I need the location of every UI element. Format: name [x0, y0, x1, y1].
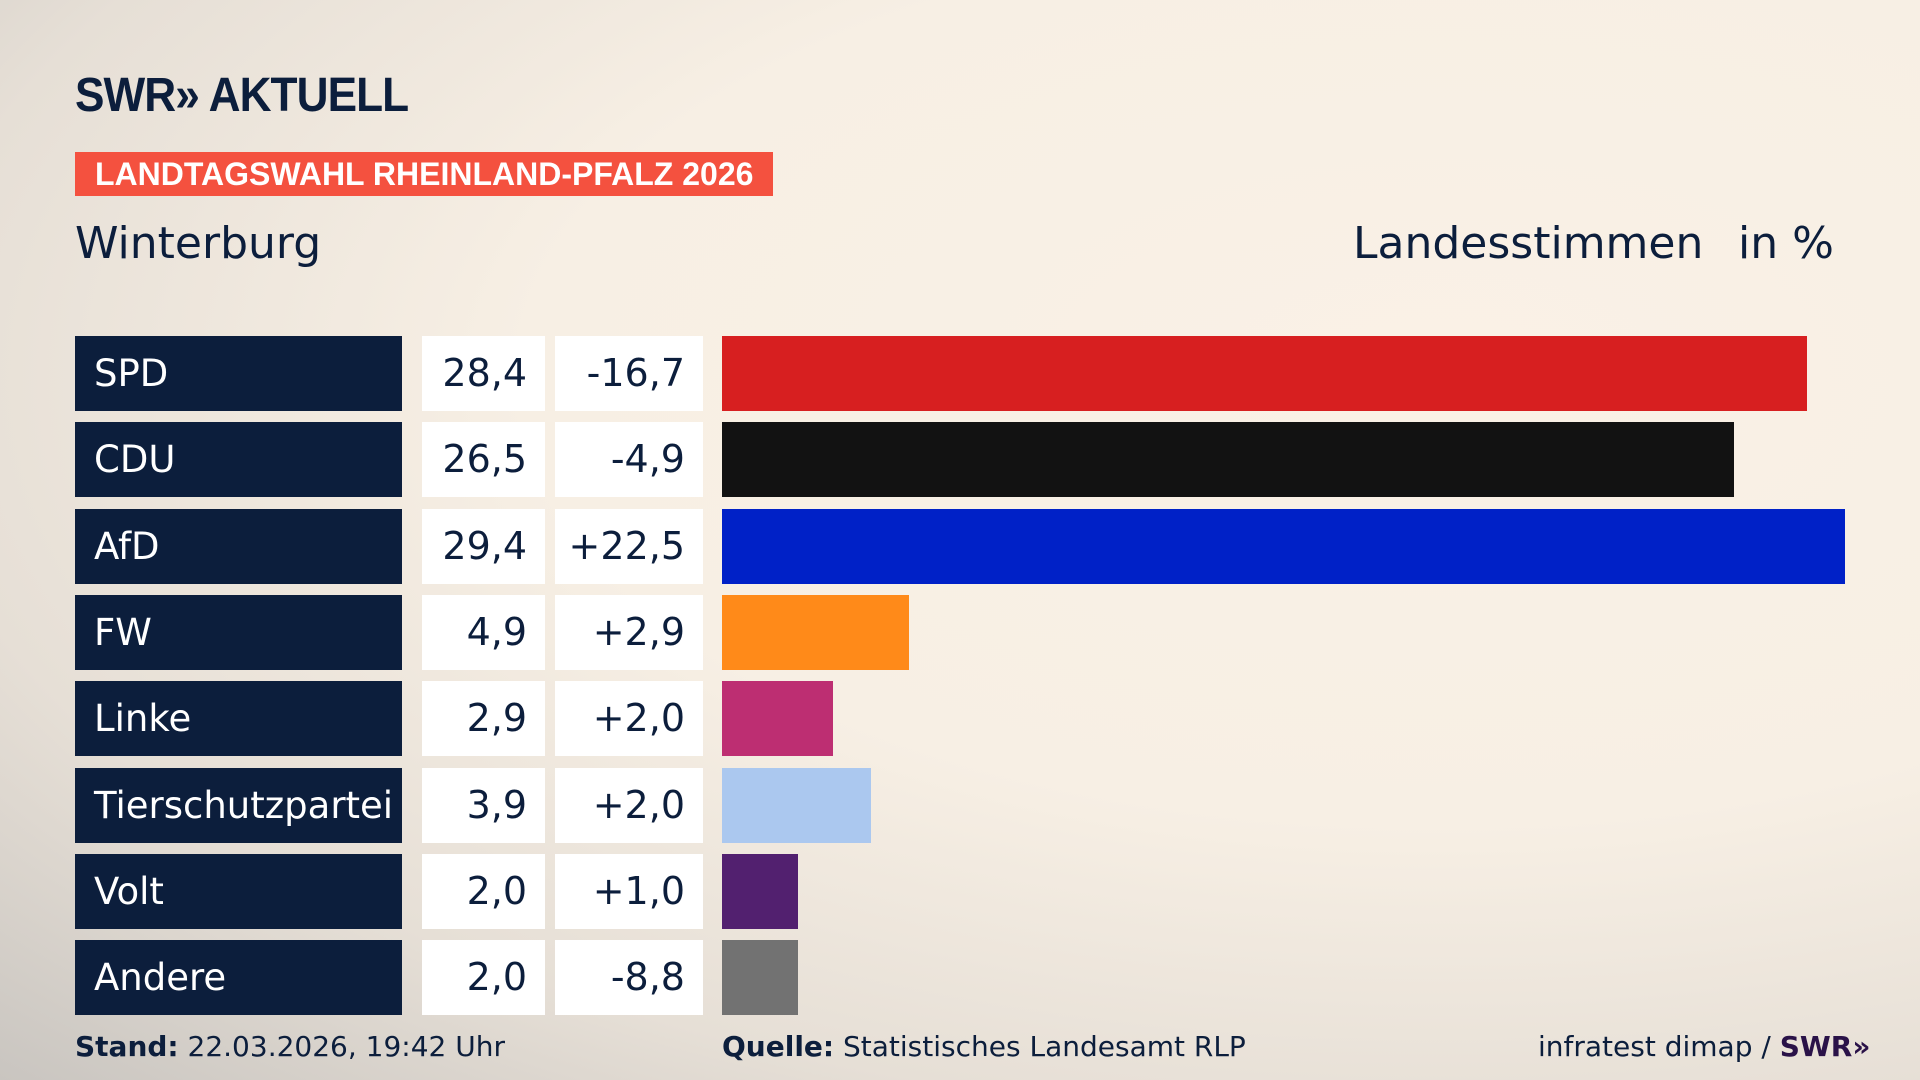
vote-share: 3,9 [422, 767, 545, 843]
party-name: Volt [75, 853, 402, 929]
vote-change: +1,0 [555, 853, 703, 929]
source-label: Quelle: [722, 1030, 835, 1063]
vote-change: -16,7 [555, 336, 703, 411]
stand-label: Stand: [75, 1030, 179, 1063]
bar-andere [722, 940, 799, 1016]
vote-share: 28,4 [422, 336, 545, 411]
party-name: CDU [75, 422, 402, 498]
swr-aktuell-logo: SWR» AKTUELL [75, 69, 409, 122]
bar-cdu [722, 422, 1735, 498]
party-name: Andere [75, 940, 402, 1016]
party-row: SPD 28,4 -16,7 [0, 336, 1920, 411]
vote-change: -4,9 [555, 422, 703, 498]
party-name: FW [75, 594, 402, 670]
election-banner: LANDTAGSWAHL RHEINLAND-PFALZ 2026 [75, 152, 774, 196]
vote-share: 26,5 [422, 422, 545, 498]
source-value: Statistisches Landesamt RLP [843, 1030, 1246, 1063]
party-row: AfD 29,4 +22,5 [0, 508, 1920, 584]
vote-share: 2,0 [422, 853, 545, 929]
party-row: FW 4,9 +2,9 [0, 594, 1920, 670]
bar-volt [722, 853, 799, 929]
party-row: CDU 26,5 -4,9 [0, 422, 1920, 498]
party-name: SPD [75, 336, 402, 411]
bar-tierschutzpartei [722, 767, 871, 843]
bar-afd [722, 508, 1845, 584]
vote-change: +22,5 [555, 508, 703, 584]
stand-value: 22.03.2026, 19:42 Uhr [187, 1030, 505, 1063]
party-name: Tierschutzpartei [75, 767, 402, 843]
vote-share: 4,9 [422, 594, 545, 670]
vote-change: +2,9 [555, 594, 703, 670]
credit-text: infratest dimap / [1538, 1030, 1780, 1063]
credit: infratest dimap / SWR» [1538, 1030, 1870, 1063]
vote-share: 2,0 [422, 940, 545, 1016]
party-row: Volt 2,0 +1,0 [0, 853, 1920, 929]
vote-change: +2,0 [555, 767, 703, 843]
source: Quelle: Statistisches Landesamt RLP [722, 1030, 1246, 1063]
bar-linke [722, 681, 833, 757]
unit-label: in % [1738, 218, 1834, 269]
measure-label: Landesstimmen [1353, 218, 1704, 269]
party-row: Tierschutzpartei 3,9 +2,0 [0, 767, 1920, 843]
bar-spd [722, 336, 1807, 411]
party-name: AfD [75, 508, 402, 584]
vote-change: -8,8 [555, 940, 703, 1016]
timestamp: Stand: 22.03.2026, 19:42 Uhr [75, 1030, 505, 1063]
party-row: Linke 2,9 +2,0 [0, 681, 1920, 757]
place-title: Winterburg [75, 218, 322, 269]
bar-fw [722, 594, 910, 670]
swr-logo: SWR» [1779, 1030, 1871, 1063]
vote-share: 29,4 [422, 508, 545, 584]
vote-share: 2,9 [422, 681, 545, 757]
party-name: Linke [75, 681, 402, 757]
vote-change: +2,0 [555, 681, 703, 757]
party-row: Andere 2,0 -8,8 [0, 940, 1920, 1016]
